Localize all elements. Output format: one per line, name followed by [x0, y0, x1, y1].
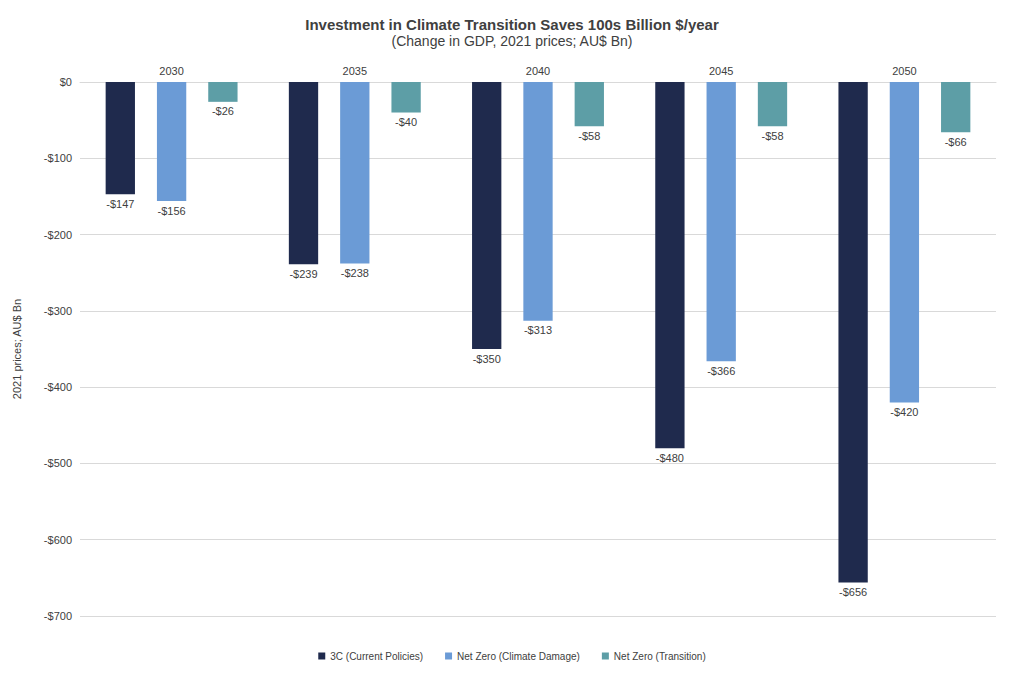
svg-text:-$313: -$313	[524, 324, 552, 336]
svg-text:(Change in GDP, 2021 prices; A: (Change in GDP, 2021 prices; AU$ Bn)	[392, 33, 633, 49]
svg-text:-$58: -$58	[578, 130, 600, 142]
svg-text:-$600: -$600	[44, 534, 72, 546]
svg-text:-$26: -$26	[212, 105, 234, 117]
svg-text:2030: 2030	[159, 65, 183, 77]
svg-text:-$366: -$366	[707, 365, 735, 377]
svg-text:Net Zero (Transition): Net Zero (Transition)	[614, 651, 706, 662]
svg-text:-$58: -$58	[761, 130, 783, 142]
svg-text:-$350: -$350	[473, 353, 501, 365]
svg-text:-$66: -$66	[945, 136, 967, 148]
svg-text:-$100: -$100	[44, 152, 72, 164]
svg-text:-$147: -$147	[106, 198, 134, 210]
svg-text:-$156: -$156	[158, 205, 186, 217]
svg-text:-$239: -$239	[289, 268, 317, 280]
svg-text:-$200: -$200	[44, 229, 72, 241]
svg-text:2050: 2050	[892, 65, 916, 77]
svg-text:Investment in Climate Transiti: Investment in Climate Transition Saves 1…	[305, 16, 719, 33]
svg-text:$0: $0	[60, 76, 72, 88]
svg-text:2045: 2045	[709, 65, 733, 77]
svg-text:Net Zero (Climate Damage): Net Zero (Climate Damage)	[457, 651, 580, 662]
svg-text:-$656: -$656	[839, 586, 867, 598]
svg-text:2040: 2040	[526, 65, 550, 77]
svg-text:-$420: -$420	[890, 406, 918, 418]
svg-text:-$40: -$40	[395, 116, 417, 128]
svg-text:-$300: -$300	[44, 305, 72, 317]
svg-text:-$238: -$238	[341, 267, 369, 279]
svg-text:2035: 2035	[343, 65, 367, 77]
svg-text:3C (Current Policies): 3C (Current Policies)	[330, 651, 423, 662]
svg-text:-$400: -$400	[44, 381, 72, 393]
svg-text:-$500: -$500	[44, 457, 72, 469]
svg-text:-$480: -$480	[656, 452, 684, 464]
svg-text:-$700: -$700	[44, 610, 72, 622]
svg-text:2021 prices; AU$ Bn: 2021 prices; AU$ Bn	[11, 299, 23, 399]
